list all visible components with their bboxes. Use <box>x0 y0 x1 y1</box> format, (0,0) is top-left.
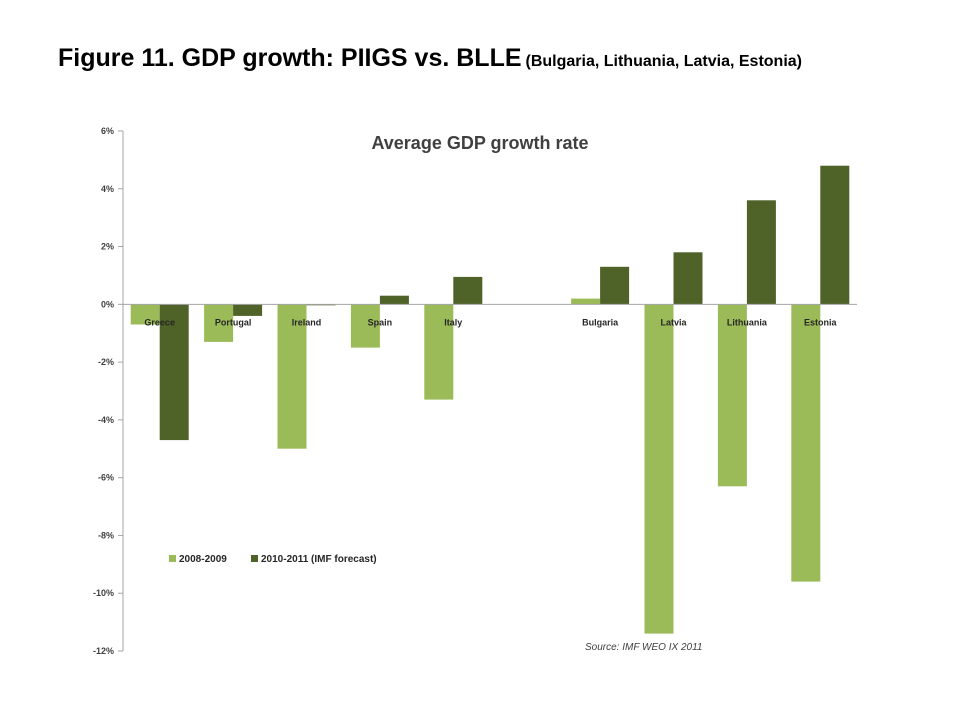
bar-series1 <box>350 304 380 348</box>
x-axis-labels: Greece Portugal Ireland Spain Italy Bulgaria L… <box>144 317 837 327</box>
y-tick-label: 0% <box>101 299 114 309</box>
x-category-label: Greece <box>144 317 175 327</box>
x-category-label: Ireland <box>292 317 322 327</box>
bar-series2 <box>600 266 630 305</box>
y-tick-label: -12% <box>93 646 114 656</box>
y-tick-label: 2% <box>101 242 114 252</box>
x-category-label: Portugal <box>215 317 252 327</box>
bar-series2 <box>233 304 263 316</box>
x-category-label: Bulgaria <box>582 317 619 327</box>
bar-series1 <box>204 304 234 342</box>
x-category-label: Spain <box>368 317 393 327</box>
x-category-label: Estonia <box>804 317 838 327</box>
bar-series1 <box>717 304 747 487</box>
bar-series1 <box>571 298 601 305</box>
slide-title-subtitle: (Bulgaria, Lithuania, Latvia, Estonia) <box>525 53 802 70</box>
slide-title: Figure 11. GDP growth: PIIGS vs. BLLE (Bu… <box>58 44 802 73</box>
legend-label: 2008-2009 <box>179 554 227 565</box>
legend-swatch <box>169 555 176 562</box>
y-axis: -12% -10% -8% -6% -4% -2% 0% 2% 4% 6% <box>93 126 124 656</box>
bar-series2 <box>159 304 189 441</box>
y-tick-label: -10% <box>93 588 114 598</box>
bar-series2 <box>379 295 409 305</box>
bars <box>130 165 850 634</box>
bar-series1 <box>277 304 307 449</box>
y-tick-label: 6% <box>101 126 114 136</box>
chart-title: Average GDP growth rate <box>371 133 588 153</box>
x-category-label: Italy <box>444 317 462 327</box>
y-tick-label: -6% <box>98 473 114 483</box>
bar-series2 <box>673 252 703 305</box>
slide-title-main: Figure 11. GDP growth: PIIGS vs. BLLE <box>58 44 522 72</box>
y-tick-label: 4% <box>101 184 114 194</box>
legend: 2008-2009 2010-2011 (IMF forecast) <box>169 554 377 565</box>
bar-series1 <box>644 304 674 634</box>
bar-series2 <box>746 200 776 305</box>
bar-series2 <box>820 165 850 305</box>
y-tick-label: -8% <box>98 530 114 540</box>
legend-swatch <box>251 555 258 562</box>
legend-label: 2010-2011 (IMF forecast) <box>261 554 377 565</box>
bar-series1 <box>791 304 821 582</box>
bar-series1 <box>424 304 454 400</box>
y-tick-label: -2% <box>98 357 114 367</box>
y-tick-label: -4% <box>98 415 114 425</box>
x-category-label: Lithuania <box>727 317 768 327</box>
x-category-label: Latvia <box>660 317 687 327</box>
source-note: Source: IMF WEO IX 2011 <box>585 642 702 653</box>
bar-series2 <box>453 276 483 305</box>
bar-series1 <box>130 304 160 325</box>
